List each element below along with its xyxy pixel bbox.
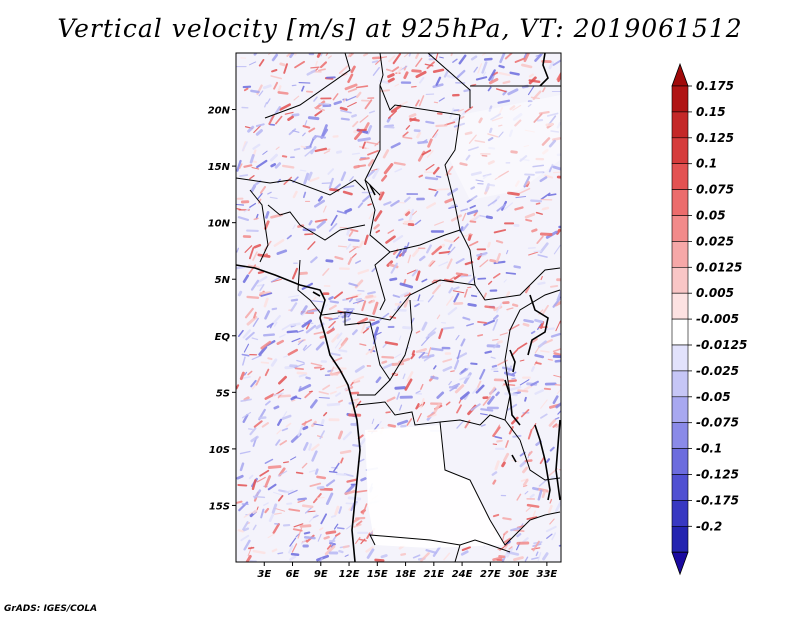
lat-tick-label: 10S [209, 445, 230, 456]
colorbar-label: 0.125 [696, 131, 734, 145]
map-title: Vertical velocity [m/s] at 925hPa, VT: 2… [57, 14, 743, 43]
colorbar-label: 0.175 [696, 79, 734, 93]
colorbar-swatch [671, 241, 689, 268]
colorbar-top-arrow [671, 62, 689, 87]
colorbar-swatch [671, 85, 689, 113]
lat-tick-label: 5S [216, 388, 230, 399]
colorbar-label: 0.075 [696, 183, 734, 197]
colorbar-label: -0.005 [696, 312, 739, 326]
lon-tick-label: 3E [257, 569, 271, 580]
longitude-axis: 3E 6E 9E 12E 15E 18E 21E 24E 27E 30E 33E [257, 562, 557, 580]
grads-credit: GrADS: IGES/COLA [4, 604, 98, 614]
colorbar: 0.175 0.15 0.125 0.1 0.075 0.05 0.025 0.0125 0.0… [671, 62, 747, 576]
colorbar-label: 0.0125 [696, 260, 742, 274]
colorbar-label: 0.1 [696, 157, 717, 171]
lon-tick-label: 33E [536, 569, 557, 580]
lat-tick-label: 5N [215, 275, 231, 286]
colorbar-label: -0.075 [696, 416, 739, 430]
colorbar-swatch [671, 111, 689, 139]
calm-zone-angola [365, 425, 505, 548]
lon-tick-label: 27E [480, 569, 501, 580]
velocity-field [236, 53, 561, 562]
latitude-axis: 20N 15N 10N 5N EQ 5S 10S 15S [208, 106, 236, 512]
lon-tick-label: 24E [452, 569, 473, 580]
lon-tick-label: 30E [508, 569, 529, 580]
colorbar-bottom-arrow [671, 551, 689, 576]
colorbar-label: -0.2 [696, 519, 722, 533]
colorbar-swatch [671, 137, 689, 165]
lon-tick-label: 18E [395, 569, 416, 580]
colorbar-swatch [671, 474, 689, 501]
colorbar-label: -0.05 [696, 390, 731, 404]
lat-tick-label: EQ [215, 332, 231, 343]
colorbar-swatch [671, 396, 689, 423]
colorbar-swatch [671, 370, 689, 398]
colorbar-swatch [671, 215, 689, 242]
lat-tick-label: 15S [209, 501, 230, 512]
colorbar-swatch [671, 266, 689, 294]
lon-tick-label: 12E [339, 569, 360, 580]
colorbar-label: 0.005 [696, 286, 734, 300]
colorbar-swatch [671, 344, 689, 372]
colorbar-label: -0.0125 [696, 338, 747, 352]
colorbar-label: -0.175 [696, 493, 739, 507]
lat-tick-label: 20N [208, 106, 231, 117]
lon-tick-label: 6E [286, 569, 300, 580]
colorbar-swatch [671, 318, 689, 346]
lon-tick-label: 9E [314, 569, 328, 580]
colorbar-label: 0.05 [696, 209, 726, 223]
colorbar-swatch [671, 292, 689, 320]
lon-tick-label: 15E [367, 569, 388, 580]
colorbar-label: 0.025 [696, 234, 734, 248]
colorbar-label: -0.025 [696, 364, 739, 378]
lat-tick-label: 15N [208, 162, 231, 173]
colorbar-label: -0.125 [696, 468, 739, 482]
coastlines-and-lakes [236, 53, 561, 562]
country-borders [236, 53, 561, 562]
colorbar-swatch [671, 525, 689, 553]
colorbar-swatch [671, 500, 689, 527]
map-frame [235, 52, 562, 563]
colorbar-swatch [671, 189, 689, 216]
colorbar-label: -0.1 [696, 442, 722, 456]
colorbar-swatch [671, 448, 689, 475]
calm-zone-sahara [450, 95, 560, 200]
colorbar-label: 0.15 [696, 105, 726, 119]
colorbar-swatch [671, 163, 689, 190]
lat-tick-label: 10N [208, 219, 231, 230]
map-panel [236, 53, 561, 562]
colorbar-swatch [671, 422, 689, 449]
lon-tick-label: 21E [423, 569, 444, 580]
